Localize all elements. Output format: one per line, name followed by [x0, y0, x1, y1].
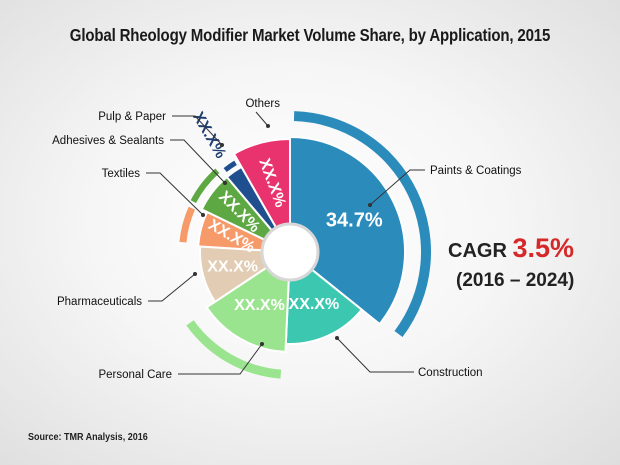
value-label-construction: XX.X%	[289, 296, 340, 313]
leader-line-pharmaceuticals	[148, 273, 196, 302]
leader-line-pulp-paper	[172, 115, 223, 146]
leader-line-others	[255, 111, 269, 127]
category-label-textiles: Textiles	[102, 168, 141, 180]
category-label-pharmaceuticals: Pharmaceuticals	[57, 296, 142, 308]
leader-dot-construction	[335, 336, 339, 340]
source-note: Source: TMR Analysis, 2016	[28, 432, 148, 443]
accent-arc-textiles	[179, 206, 196, 243]
accent-arc-pulp-paper	[223, 160, 237, 173]
leader-line-adhesives-sealants	[170, 139, 226, 184]
category-label-paints-coatings: Paints & Coatings	[430, 165, 522, 177]
accent-arc-personal-care	[186, 320, 282, 379]
leader-dot-textiles	[201, 213, 205, 217]
category-label-personal-care: Personal Care	[98, 369, 172, 381]
cagr-value: 3.5%	[512, 233, 574, 263]
chart-title: Global Rheology Modifier Market Volume S…	[69, 25, 551, 45]
leader-dot-pulp-paper	[220, 143, 224, 147]
leader-line-construction	[336, 337, 414, 373]
donut-hole	[260, 222, 320, 282]
cagr-line: CAGR 3.5%	[448, 233, 574, 264]
leader-dot-personal-care	[260, 342, 264, 346]
leader-line-textiles	[146, 172, 204, 216]
leader-dot-adhesives-sealants	[223, 181, 227, 185]
leader-line-paints-coatings	[369, 169, 425, 206]
accent-arc-adhesives-sealants	[190, 168, 220, 204]
category-label-construction: Construction	[418, 367, 483, 379]
category-label-pulp-paper: Pulp & Paper	[98, 111, 166, 123]
leader-dot-paints-coatings	[368, 203, 372, 207]
leader-dot-pharmaceuticals	[193, 272, 197, 276]
accent-arc-paints-coatings	[293, 111, 431, 337]
cagr-label: CAGR	[448, 240, 507, 262]
value-label-personal-care: XX.X%	[234, 297, 285, 314]
value-label-paints-coatings: 34.7%	[326, 209, 383, 231]
value-label-pulp-paper: XX.X%	[189, 109, 229, 161]
value-label-pharmaceuticals: XX.X%	[207, 259, 258, 276]
category-label-others: Others	[245, 98, 280, 110]
cagr-period: (2016 – 2024)	[456, 270, 575, 291]
leader-line-personal-care	[178, 343, 263, 375]
category-label-adhesives-sealants: Adhesives & Sealants	[52, 135, 164, 147]
leader-dot-others	[266, 124, 270, 128]
